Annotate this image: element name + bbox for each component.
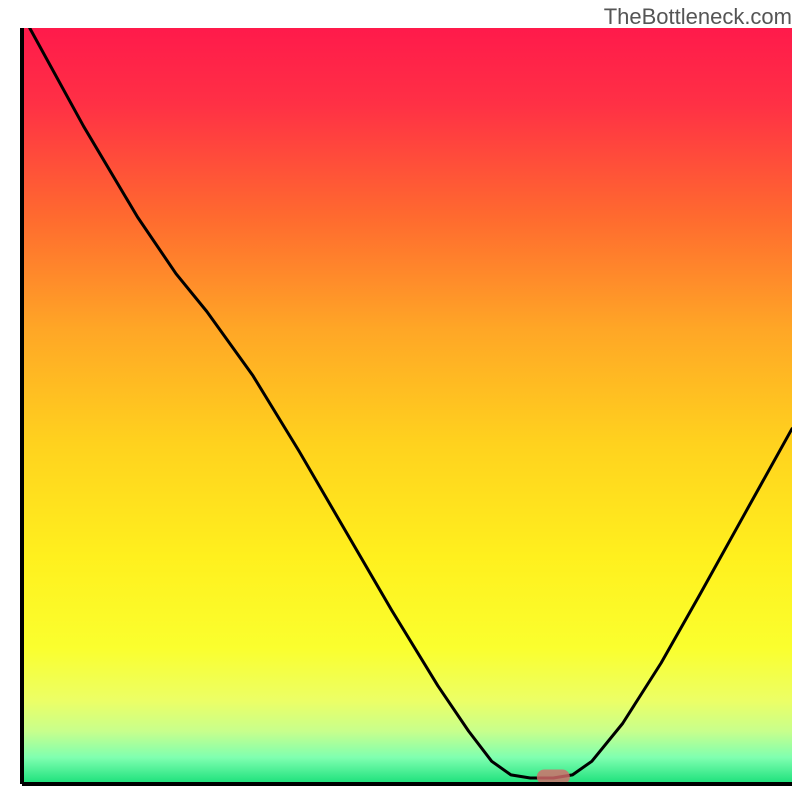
x-axis-line: [22, 782, 792, 786]
plot-svg: [22, 28, 792, 784]
gradient-background: [22, 28, 792, 784]
watermark-text: TheBottleneck.com: [604, 4, 792, 30]
y-axis-line: [20, 28, 24, 784]
chart-frame: TheBottleneck.com: [0, 0, 800, 800]
plot-area: [22, 28, 792, 784]
